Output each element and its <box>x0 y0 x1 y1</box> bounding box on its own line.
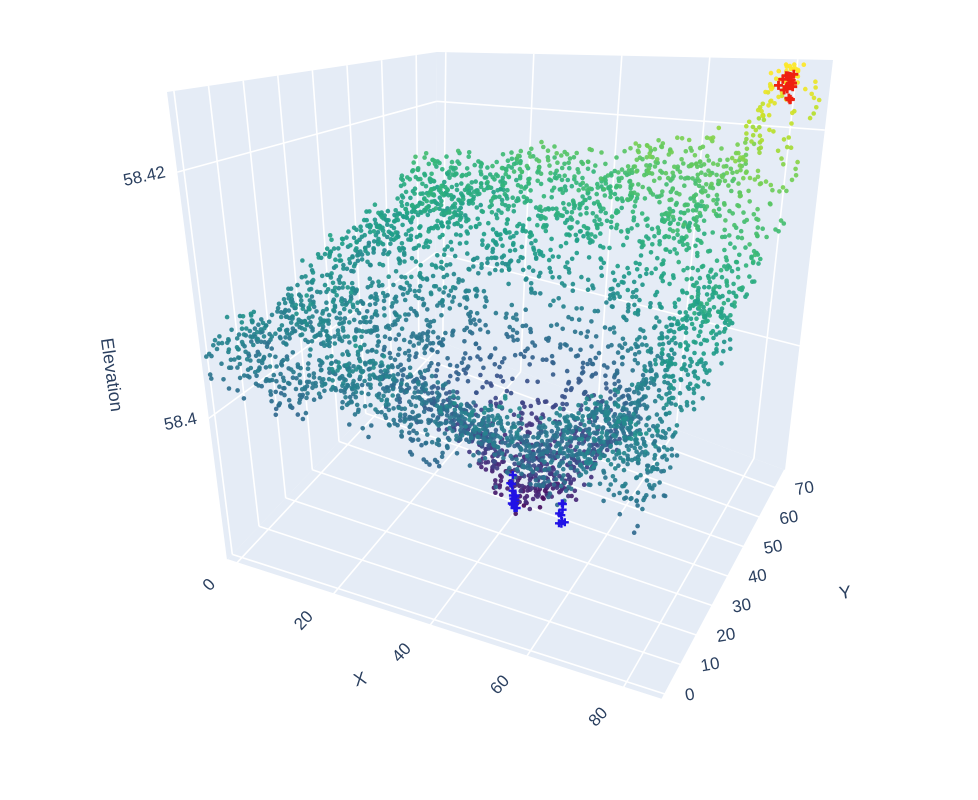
y-tick-label: 60 <box>778 507 800 529</box>
y-tick-label: 10 <box>699 653 721 675</box>
floor-plane <box>227 340 785 700</box>
y-tick-label: 40 <box>746 565 768 587</box>
x-axis-title: X <box>351 668 369 691</box>
y-tick-label: 20 <box>715 624 737 646</box>
y-tick-label: 70 <box>794 477 816 499</box>
y-tick-label: 0 <box>683 684 696 704</box>
grid-lines <box>173 52 825 701</box>
terrain-elevation-points <box>204 62 822 535</box>
maxima-markers <box>774 69 799 105</box>
minima-markers <box>506 471 569 528</box>
y-tick-label: 50 <box>762 536 784 558</box>
y-axis-title: Y <box>838 582 853 603</box>
y-tick-label: 30 <box>731 595 753 617</box>
